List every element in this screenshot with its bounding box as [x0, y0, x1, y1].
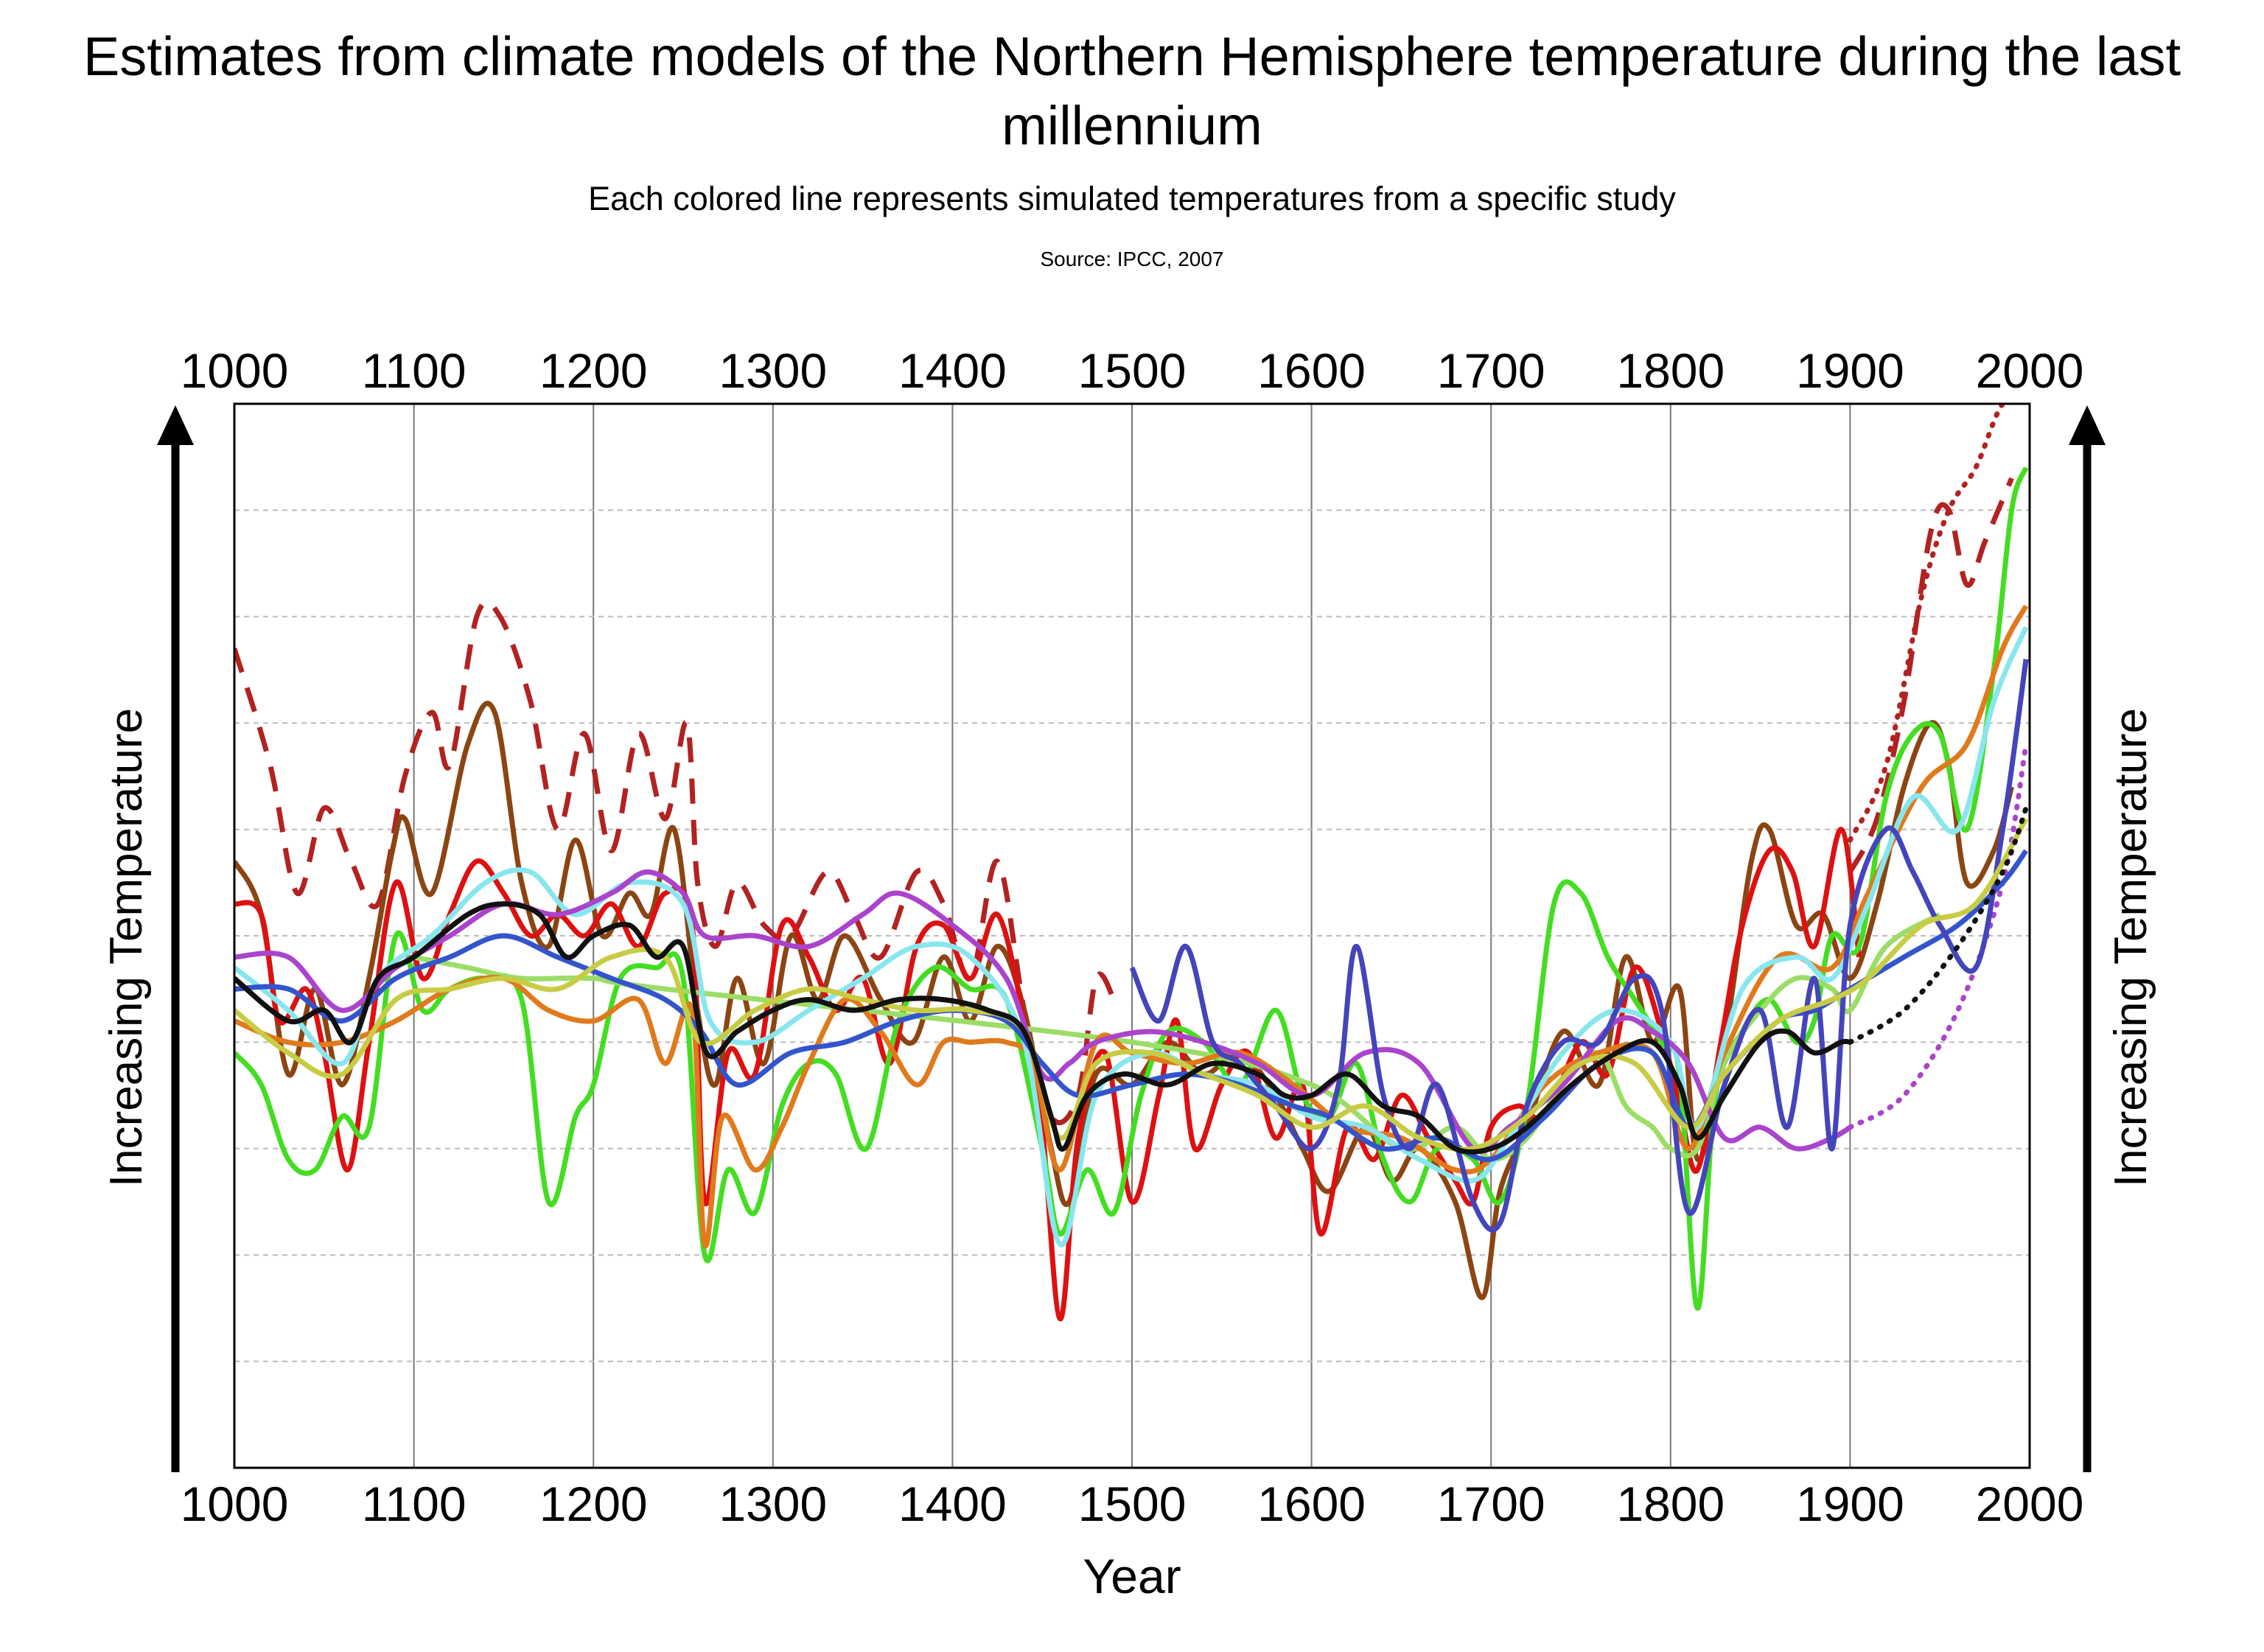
series-line-14 — [234, 817, 2029, 1152]
series-line-3 — [1847, 404, 2029, 843]
x-tick-label-top: 1100 — [362, 343, 467, 398]
series-line-8 — [234, 604, 2029, 1249]
x-tick-label-top: 1700 — [1437, 343, 1545, 398]
y-axis-label-right: Increasing Temperature — [2106, 708, 2156, 1187]
left-axis-arrow — [157, 405, 194, 1472]
right-axis-arrow — [2069, 405, 2106, 1472]
x-tick-label-bottom: 2000 — [1976, 1477, 2084, 1531]
series-layer — [234, 404, 2029, 1322]
chart-title: Estimates from climate models of the Nor… — [83, 26, 2181, 156]
x-tick-label-bottom: 1300 — [719, 1477, 827, 1531]
x-tick-label-bottom: 1200 — [539, 1477, 648, 1531]
x-tick-labels-bottom: 1000 1100 1200 1300 1400 1500 1600 1700 1800 1900… — [181, 1477, 2084, 1531]
x-tick-label-bottom: 1700 — [1437, 1477, 1545, 1531]
x-tick-label-top: 1000 — [181, 343, 289, 398]
x-tick-label-top: 1300 — [719, 343, 827, 398]
x-tick-label-top: 1500 — [1078, 343, 1187, 398]
x-tick-label-top: 1200 — [539, 343, 648, 398]
x-tick-label-bottom: 1900 — [1796, 1477, 1904, 1531]
series-line-2 — [1848, 477, 2014, 874]
x-tick-label-bottom: 1400 — [898, 1477, 1007, 1531]
plot-frame — [233, 402, 2031, 1469]
x-tick-label-top: 1400 — [898, 343, 1007, 398]
x-tick-label-top: 1600 — [1257, 343, 1366, 398]
x-tick-label-top: 1800 — [1616, 343, 1725, 398]
x-tick-label-bottom: 1600 — [1257, 1477, 1366, 1531]
chart-subtitle: Each colored line represents simulated t… — [588, 180, 1676, 217]
x-tick-label-top: 1900 — [1796, 343, 1904, 398]
series-line-13 — [1129, 659, 2029, 1233]
x-tick-labels-top: 1000 1100 1200 1300 1400 1500 1600 1700 1800 1900… — [181, 343, 2084, 398]
x-tick-label-bottom: 1000 — [181, 1477, 289, 1531]
chart-source: Source: IPCC, 2007 — [1040, 248, 1224, 270]
x-tick-label-top: 2000 — [1976, 343, 2084, 398]
series-line-1 — [234, 599, 1117, 1125]
x-tick-label-bottom: 1800 — [1616, 1477, 1725, 1531]
x-tick-label-bottom: 1500 — [1078, 1477, 1187, 1531]
series-line-7 — [413, 912, 1941, 1162]
x-tick-label-bottom: 1100 — [362, 1477, 467, 1531]
x-axis-label: Year — [1083, 1549, 1181, 1603]
series-line-16 — [1847, 805, 2029, 1045]
y-axis-label-left: Increasing Temperature — [101, 708, 152, 1187]
series-line-15 — [234, 901, 1851, 1155]
series-line-10 — [234, 869, 1852, 1155]
